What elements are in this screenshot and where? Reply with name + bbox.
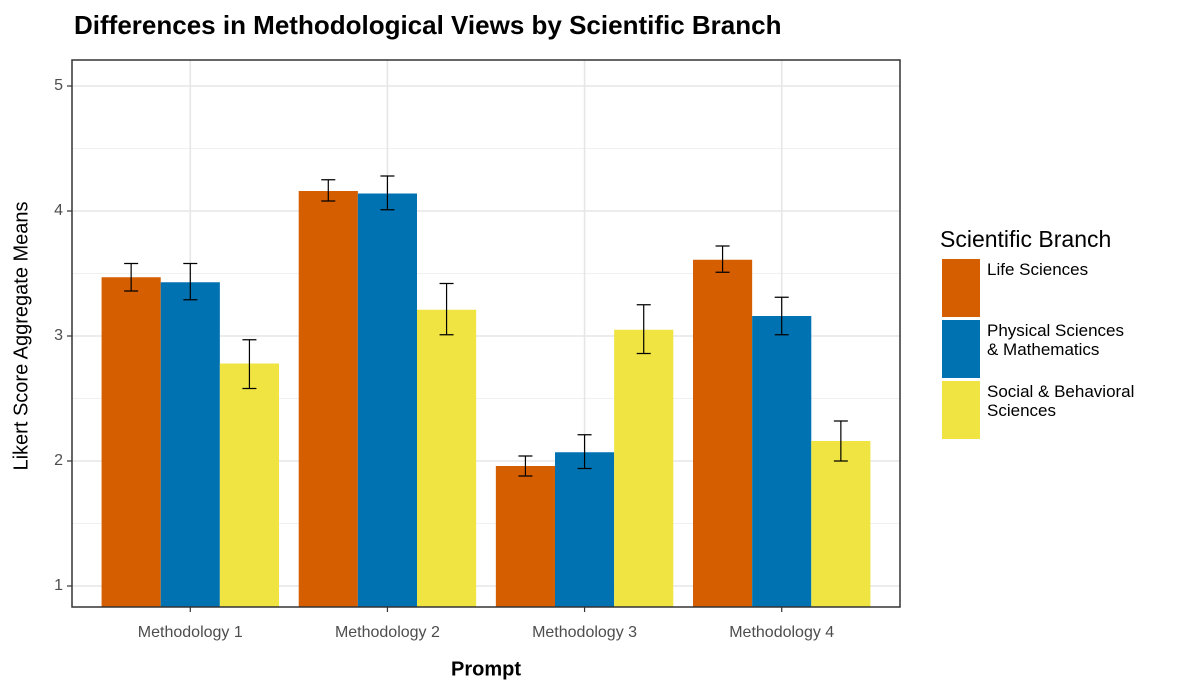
error-bar	[439, 282, 454, 336]
bar	[219, 363, 279, 607]
y-tick-label: 2	[54, 452, 63, 469]
legend-title: Scientific Branch	[940, 226, 1111, 252]
bar	[160, 282, 220, 607]
error-bar	[518, 455, 533, 477]
error-bar	[321, 179, 336, 202]
bar	[495, 466, 555, 607]
y-tick-label: 1	[54, 577, 63, 594]
bar	[693, 259, 753, 607]
error-bar	[124, 262, 139, 292]
x-tick-label: Methodology 4	[729, 624, 834, 641]
error-bar	[774, 296, 789, 336]
y-axis-title: Likert Score Aggregate Means	[10, 201, 32, 470]
error-bar	[577, 434, 592, 470]
y-tick-label: 5	[54, 77, 63, 94]
error-bar	[636, 304, 651, 355]
bar	[752, 316, 812, 607]
bar	[357, 193, 417, 607]
bar	[298, 191, 358, 607]
x-tick-label: Methodology 1	[138, 624, 243, 641]
y-tick-label: 4	[54, 202, 63, 219]
legend-label: Life Sciences	[987, 260, 1089, 279]
bar	[555, 452, 615, 607]
bar	[614, 329, 674, 607]
error-bar	[833, 420, 848, 462]
legend-key	[942, 320, 980, 378]
legend-key	[942, 259, 980, 317]
legend-label: Social & Behavioral Sciences	[987, 382, 1135, 420]
error-bar	[715, 245, 730, 273]
x-axis-title: Prompt	[451, 658, 521, 680]
x-tick-label: Methodology 2	[335, 624, 440, 641]
x-tick-label: Methodology 3	[532, 624, 637, 641]
bar	[811, 441, 871, 607]
legend-label: Physical Sciences & Mathematics	[987, 321, 1125, 359]
error-bar	[242, 339, 257, 390]
chart-title: Differences in Methodological Views by S…	[74, 10, 781, 40]
legend-key	[942, 381, 980, 439]
y-tick-label: 3	[54, 327, 63, 344]
bar	[101, 277, 161, 607]
error-bar	[380, 175, 395, 211]
plot-border	[71, 59, 901, 608]
error-bar	[183, 262, 198, 301]
bar	[417, 309, 477, 607]
